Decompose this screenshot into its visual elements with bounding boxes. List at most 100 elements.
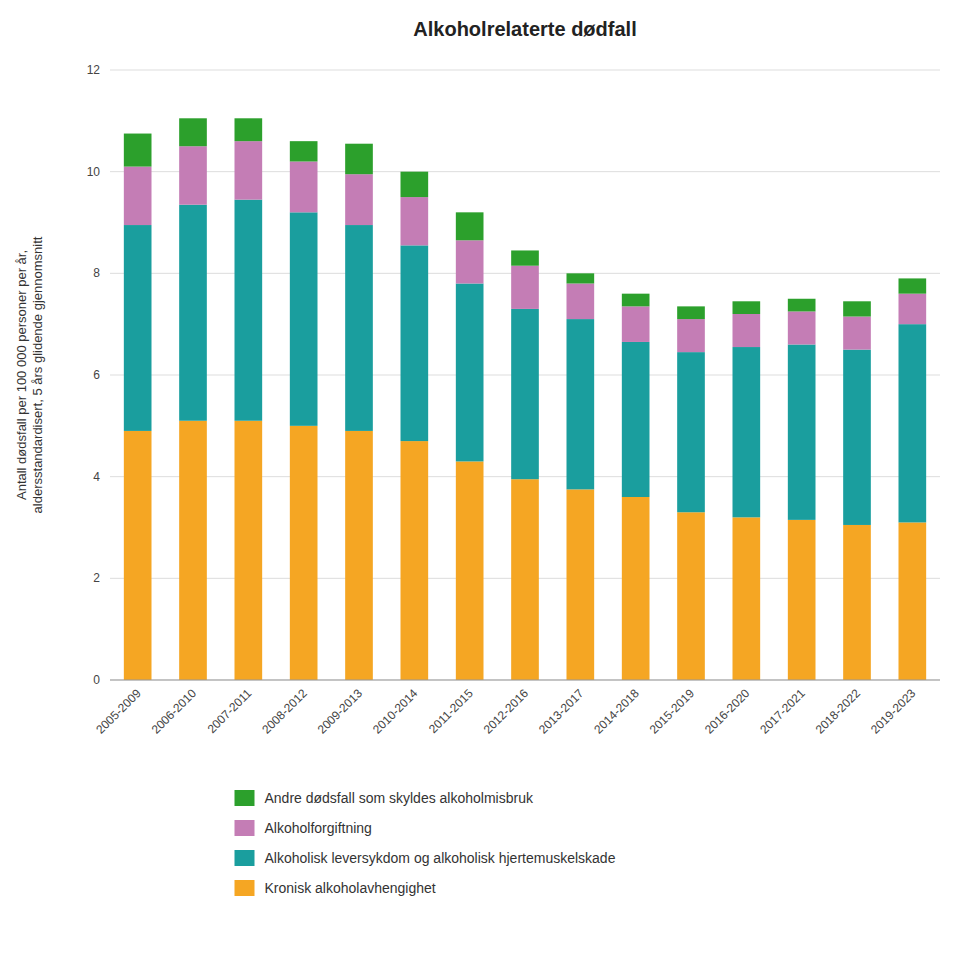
- bar-segment: [345, 174, 373, 225]
- bar-segment: [843, 317, 871, 350]
- legend-swatch: [235, 880, 255, 896]
- x-axis-line: [110, 680, 940, 681]
- bar-segment: [567, 319, 595, 489]
- bar-segment: [401, 172, 429, 197]
- bar-segment: [290, 141, 318, 161]
- grid-line: [110, 70, 940, 71]
- grid: [110, 70, 940, 680]
- x-tick-label: 2014-2018: [591, 686, 642, 737]
- x-tick-label: 2009-2013: [315, 686, 366, 737]
- y-tick-label: 12: [87, 63, 101, 77]
- x-tick-label: 2012-2016: [481, 686, 532, 737]
- bar-segment: [899, 278, 927, 293]
- bar-segment: [843, 301, 871, 316]
- bar-segment: [788, 345, 816, 520]
- x-tick-label: 2010-2014: [370, 686, 421, 737]
- bar-segment: [124, 431, 152, 680]
- y-tick-label: 2: [93, 571, 100, 585]
- bar-segment: [511, 266, 539, 309]
- bar-segment: [345, 431, 373, 680]
- legend: Andre dødsfall som skyldes alkoholmisbru…: [235, 790, 616, 896]
- bar-segment: [124, 134, 152, 167]
- legend-swatch: [235, 850, 255, 866]
- bar-segment: [179, 205, 207, 421]
- bar-segment: [456, 212, 484, 240]
- grid-line: [110, 680, 940, 681]
- bar-segment: [843, 525, 871, 680]
- bar-segment: [290, 212, 318, 425]
- x-tick-label: 2006-2010: [149, 686, 200, 737]
- legend-label: Alkoholforgiftning: [265, 820, 372, 836]
- legend-swatch: [235, 820, 255, 836]
- bar-segment: [788, 299, 816, 312]
- bar-segment: [622, 294, 650, 307]
- legend-swatch: [235, 790, 255, 806]
- x-tick-label: 2017-2021: [757, 686, 808, 737]
- y-axis-label-line: Antall dødsfall per 100 000 personer per…: [14, 250, 29, 500]
- bar-segment: [179, 421, 207, 680]
- bar-segment: [511, 309, 539, 479]
- x-tick-label: 2013-2017: [536, 686, 587, 737]
- bar-segment: [788, 311, 816, 344]
- bar-segment: [733, 314, 761, 347]
- bar-segment: [124, 167, 152, 225]
- legend-label: Kronisk alkoholavhengighet: [265, 880, 436, 896]
- bar-segment: [235, 200, 263, 421]
- bar-segment: [899, 294, 927, 325]
- bar-segment: [733, 517, 761, 680]
- bar-segment: [401, 197, 429, 245]
- bar-segment: [677, 306, 705, 319]
- bar-segment: [290, 162, 318, 213]
- bar-segment: [235, 141, 263, 199]
- bar-segment: [677, 319, 705, 352]
- bar-segment: [511, 250, 539, 265]
- bar-segment: [622, 342, 650, 497]
- bar-segment: [290, 426, 318, 680]
- bar-segment: [456, 461, 484, 680]
- x-tick-label: 2007-2011: [205, 686, 255, 736]
- bar-segment: [124, 225, 152, 431]
- bar-segment: [179, 146, 207, 204]
- bar-segment: [899, 324, 927, 522]
- x-tick-label: 2019-2023: [868, 686, 919, 737]
- legend-label: Andre dødsfall som skyldes alkoholmisbru…: [265, 790, 534, 806]
- x-tick-label: 2016-2020: [702, 686, 753, 737]
- y-axis-label-line: aldersstandardisert, 5 års glidende gjen…: [30, 236, 45, 513]
- bar-segment: [677, 352, 705, 512]
- y-tick-label: 4: [93, 470, 100, 484]
- bar-segment: [511, 479, 539, 680]
- bar-segment: [567, 489, 595, 680]
- bar-segment: [235, 421, 263, 680]
- y-axis-label: Antall dødsfall per 100 000 personer per…: [14, 236, 45, 513]
- bar-segment: [622, 306, 650, 342]
- x-tick-label: 2011-2015: [426, 686, 476, 736]
- bar-segment: [345, 144, 373, 175]
- x-tick-label: 2018-2022: [813, 686, 864, 737]
- bar-segment: [899, 522, 927, 680]
- bar-segment: [401, 245, 429, 441]
- bar-segment: [788, 520, 816, 680]
- bars: [124, 118, 926, 680]
- bar-segment: [456, 284, 484, 462]
- x-tick-label: 2008-2012: [259, 686, 310, 737]
- bar-segment: [235, 118, 263, 141]
- bar-segment: [733, 301, 761, 314]
- bar-segment: [733, 347, 761, 517]
- y-tick-label: 0: [93, 673, 100, 687]
- y-tick-label: 8: [93, 266, 100, 280]
- y-tick-label: 6: [93, 368, 100, 382]
- chart: Alkoholrelaterte dødfall Antall dødsfall …: [0, 0, 969, 968]
- bar-segment: [401, 441, 429, 680]
- bar-segment: [345, 225, 373, 431]
- bar-segment: [622, 497, 650, 680]
- bar-segment: [677, 512, 705, 680]
- legend-label: Alkoholisk leversykdom og alkoholisk hje…: [265, 850, 616, 866]
- bar-segment: [843, 350, 871, 525]
- bar-segment: [179, 118, 207, 146]
- bar-segment: [567, 284, 595, 320]
- y-tick-label: 10: [87, 165, 101, 179]
- x-tick-label: 2015-2019: [647, 686, 698, 737]
- bar-segment: [456, 240, 484, 283]
- x-tick-label: 2005-2009: [93, 686, 144, 737]
- title: Alkoholrelaterte dødfall: [413, 18, 636, 40]
